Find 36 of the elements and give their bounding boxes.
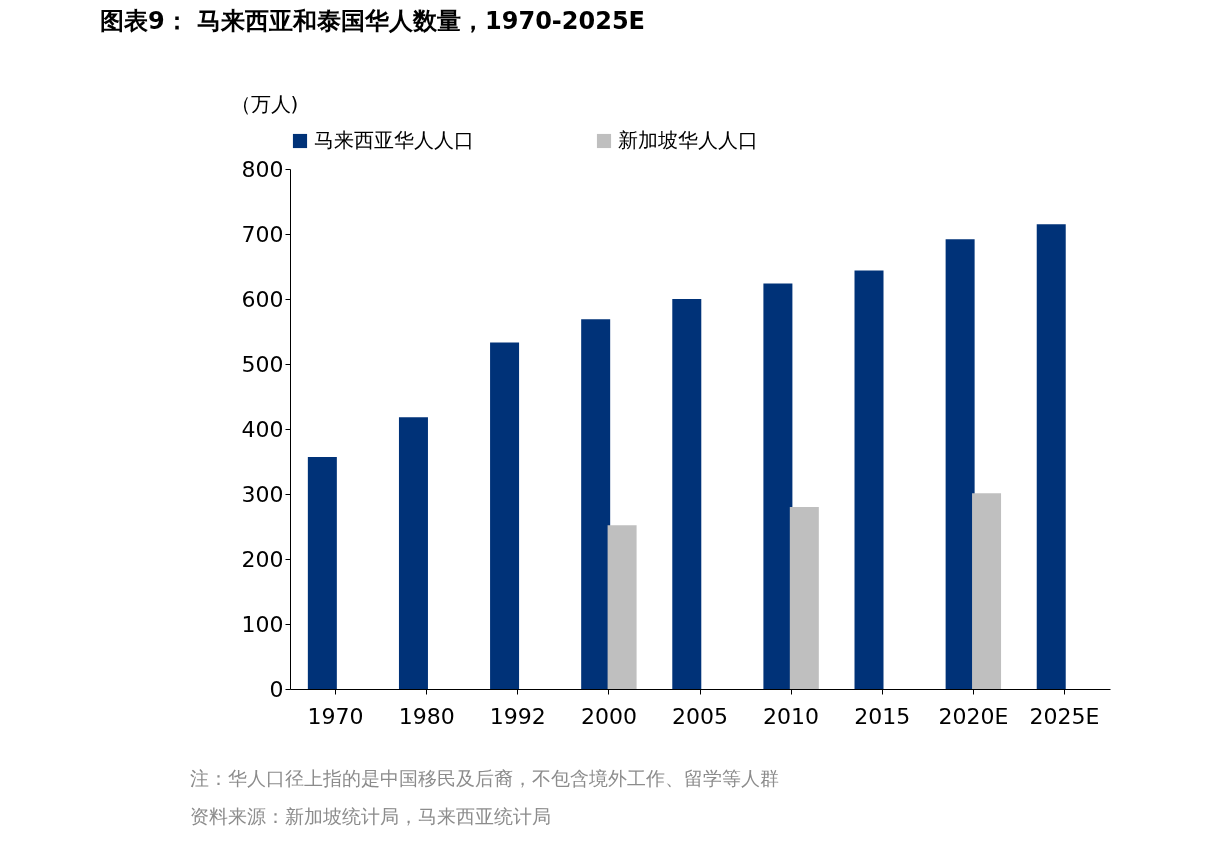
x-tick-label: 2000 [580, 703, 637, 729]
x-tick-label: 2010 [763, 703, 820, 729]
bar [490, 342, 520, 689]
bar [607, 525, 637, 689]
y-tick-label: 200 [241, 546, 284, 572]
legend-label: 马来西亚华人人口 [314, 128, 474, 152]
legend-label: 新加坡华人人口 [618, 128, 758, 152]
bar [1036, 224, 1066, 689]
y-tick-label: 400 [241, 416, 284, 442]
x-tick-label: 1970 [307, 703, 364, 729]
y-tick-label: 100 [241, 611, 284, 637]
bar [945, 239, 975, 689]
x-tick-label: 2005 [672, 703, 728, 729]
bar [854, 270, 884, 689]
text: 注：华人口径上指的是中国移民及后裔，不包含境外工作、留学等人群 [190, 767, 779, 789]
x-tick-label: 2025E [1029, 703, 1100, 729]
bar [972, 493, 1002, 689]
bar [763, 283, 793, 689]
x-tick-label: 1992 [489, 703, 546, 729]
bar [398, 417, 428, 689]
text: 资料来源：新加坡统计局，马来西亚统计局 [190, 805, 551, 827]
y-axis-title: （万人) [230, 91, 299, 116]
y-tick-label: 500 [241, 351, 284, 377]
x-tick-label: 2020E [938, 703, 1009, 729]
y-tick-label: 700 [241, 221, 284, 247]
y-tick-label: 0 [269, 676, 284, 702]
bar [307, 456, 337, 689]
chart-title: 图表9： 马来西亚和泰国华人数量，1970-2025E [100, 7, 646, 35]
bar [672, 299, 702, 689]
y-tick-label: 300 [241, 481, 284, 507]
y-tick-label: 600 [241, 286, 284, 312]
bar [581, 319, 611, 689]
x-tick-label: 1980 [398, 703, 455, 729]
x-tick-label: 2015 [854, 703, 911, 729]
bar [789, 507, 819, 689]
y-tick-label: 800 [241, 156, 284, 182]
